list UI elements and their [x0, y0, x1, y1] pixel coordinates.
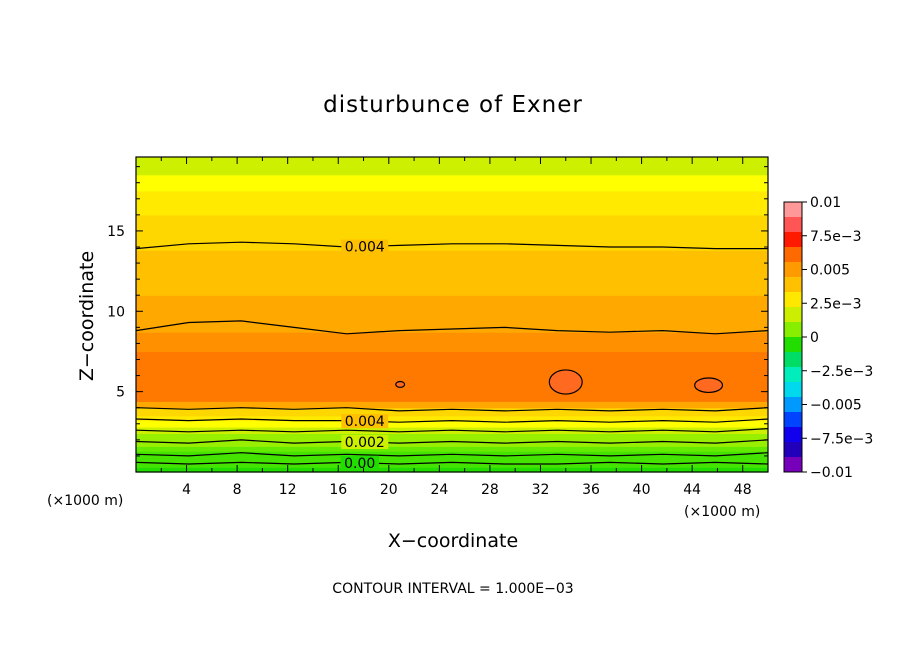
band-8	[136, 420, 768, 428]
colorbar-swatch-0	[784, 202, 802, 218]
y-tick-label-2: 15	[107, 224, 125, 240]
colorbar-swatch-17	[784, 457, 802, 473]
contour-label-7: 0.004	[345, 239, 385, 255]
x-tick-label-11: 48	[734, 482, 752, 498]
colorbar-tick-label-6: −0.005	[810, 398, 862, 414]
x-tick-label-7: 32	[532, 482, 550, 498]
colorbar-swatch-4	[784, 262, 802, 278]
x-tick-label-2: 12	[279, 482, 297, 498]
colorbar-tick-label-4: 0	[810, 330, 819, 346]
x-unit-label: (×1000 m)	[684, 504, 760, 520]
colorbar-swatch-12	[784, 382, 802, 398]
band-24	[136, 157, 768, 176]
y-tick-label-0: 5	[116, 385, 125, 401]
colorbar-tick-label-1: 7.5e−3	[810, 229, 862, 245]
colorbar-swatch-7	[784, 307, 802, 323]
contour-line-7	[135, 241, 768, 250]
band-0	[136, 467, 768, 473]
y-unit-label: (×1000 m)	[47, 493, 123, 509]
filled-contour-bands	[136, 157, 768, 473]
colorbar-swatch-1	[784, 217, 802, 233]
x-tick-label-6: 28	[481, 482, 499, 498]
contour-label-bg-4	[341, 414, 389, 429]
x-tick-label-1: 8	[233, 482, 242, 498]
x-tick-label-4: 20	[380, 482, 398, 498]
contour-lines	[135, 241, 769, 465]
colorbar-tick-label-8: −0.01	[810, 465, 853, 481]
contour-line-6	[135, 320, 769, 335]
contour-labels: 0.00 0.002 0.004 0.004	[340, 239, 389, 472]
x-tick-label-10: 44	[683, 482, 701, 498]
contour-label-bg-7	[341, 239, 389, 254]
contour-line-4	[135, 418, 769, 423]
band-10	[136, 407, 768, 417]
colorbar-swatch-2	[784, 232, 802, 248]
x-tick-label-0: 4	[182, 482, 191, 498]
colorbar-tick-label-3: 2.5e−3	[810, 296, 862, 312]
band-11	[136, 401, 768, 409]
colorbar-tick-label-5: −2.5e−3	[810, 364, 873, 380]
band-22	[136, 190, 768, 216]
contour-interval-note: CONTOUR INTERVAL = 1.000E−03	[332, 581, 573, 597]
colorbar-swatch-13	[784, 397, 802, 413]
band-6	[136, 433, 768, 441]
contour-line-2	[135, 439, 769, 444]
band-18	[136, 295, 768, 312]
colorbar-swatch-15	[784, 427, 802, 443]
colorbar-tick-label-7: −7.5e−3	[810, 431, 873, 447]
chart-title: disturbunce of Exner	[323, 92, 583, 118]
colorbar-swatch-5	[784, 277, 802, 293]
colorbar-swatch-3	[784, 247, 802, 263]
band-4	[136, 446, 768, 452]
colorbar-swatch-9	[784, 337, 802, 353]
x-tick-label-5: 24	[430, 482, 448, 498]
band-14	[136, 367, 768, 377]
closed-contour-2	[395, 380, 406, 388]
colorbar-swatch-16	[784, 442, 802, 458]
band-9	[136, 415, 768, 422]
band-21	[136, 214, 768, 251]
contour-label-2: 0.002	[345, 435, 385, 451]
x-tick-label-8: 36	[582, 482, 600, 498]
closed-contour-1	[694, 377, 724, 394]
x-tick-label-9: 40	[633, 482, 651, 498]
x-axis-label: X−coordinate	[388, 530, 518, 552]
y-ticks: 5 10 15	[107, 166, 768, 473]
band-13	[136, 375, 768, 393]
band-5	[136, 439, 768, 447]
band-12	[136, 391, 768, 402]
contour-line-0	[135, 461, 769, 465]
contour-label-4: 0.004	[345, 414, 385, 430]
colorbar-tick-label-0: 0.01	[810, 195, 841, 211]
contour-label-bg-0	[340, 455, 379, 470]
x-ticks: 4 8 12 16 20 24 28 32 36 40 44 48	[135, 157, 769, 498]
colorbar: 0.01 7.5e−3 0.005 2.5e−3 0 −2.5e−3 −0.005 −7.5e…	[783, 195, 873, 481]
band-1	[136, 462, 768, 468]
band-2	[136, 457, 768, 463]
colorbar-tick-label-2: 0.005	[810, 263, 850, 279]
band-23	[136, 174, 768, 192]
plot-frame	[135, 156, 769, 473]
colorbar-swatch-6	[784, 292, 802, 308]
colorbar-swatch-11	[784, 367, 802, 383]
band-16	[136, 332, 768, 353]
contour-label-0: 0.00	[344, 456, 375, 472]
y-tick-label-1: 10	[107, 304, 125, 320]
x-tick-label-3: 16	[329, 482, 347, 498]
contour-line-5	[135, 407, 769, 412]
closed-contour-0	[548, 369, 583, 395]
band-15	[136, 351, 768, 369]
colorbar-swatch-10	[784, 352, 802, 368]
band-20	[136, 250, 768, 280]
contour-line-3	[135, 428, 769, 433]
y-axis-label: Z−coordinate	[76, 251, 98, 381]
colorbar-swatch-14	[784, 412, 802, 428]
colorbar-swatch-8	[784, 322, 802, 338]
band-19	[136, 279, 768, 296]
contour-label-bg-2	[341, 435, 389, 450]
contour-line-1	[135, 452, 769, 457]
